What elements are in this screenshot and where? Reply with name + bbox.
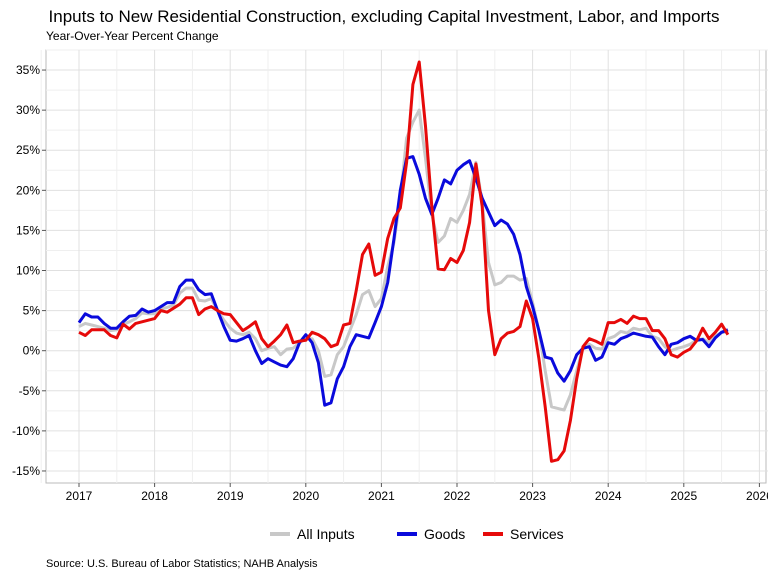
- y-tick-label: 20%: [16, 183, 40, 197]
- chart-title: Inputs to New Residential Construction, …: [49, 7, 720, 26]
- x-tick-label: 2025: [670, 489, 697, 503]
- y-tick-label: 35%: [16, 63, 40, 77]
- x-tick-label: 2022: [444, 489, 471, 503]
- legend-label: All Inputs: [297, 526, 355, 542]
- x-tick-label: 2017: [66, 489, 93, 503]
- y-tick-label: 25%: [16, 143, 40, 157]
- y-tick-label: -15%: [12, 464, 40, 478]
- x-tick-label: 2023: [519, 489, 546, 503]
- axes: -15% -10% -5% 0% 5% 10% 15% 20% 25% 30% 35% 2017 201…: [12, 63, 768, 503]
- y-tick-label: 30%: [16, 103, 40, 117]
- x-tick-label: 2024: [595, 489, 622, 503]
- series-lines: [77, 60, 730, 463]
- x-tick-label: 2018: [141, 489, 168, 503]
- x-tick-label: 2019: [217, 489, 244, 503]
- x-tick-label: 2021: [368, 489, 395, 503]
- y-tick-label: 0%: [23, 344, 41, 358]
- x-tick-label: 2026: [746, 489, 768, 503]
- grid: [40, 49, 768, 484]
- legend-label: Services: [510, 526, 564, 542]
- y-tick-label: 5%: [23, 304, 41, 318]
- chart-subtitle: Year-Over-Year Percent Change: [46, 29, 219, 43]
- x-tick-label: 2020: [292, 489, 319, 503]
- legend: All Inputs Goods Services: [270, 526, 564, 542]
- series-line-all-inputs: [78, 108, 728, 412]
- y-tick-label: -5%: [19, 384, 41, 398]
- legend-label: Goods: [424, 526, 465, 542]
- y-tick-label: -10%: [12, 424, 40, 438]
- source-note: Source: U.S. Bureau of Labor Statistics;…: [46, 558, 318, 570]
- y-tick-label: 15%: [16, 223, 40, 237]
- plot-border: [45, 49, 767, 484]
- series-line-services: [78, 60, 730, 463]
- y-tick-label: 10%: [16, 264, 40, 278]
